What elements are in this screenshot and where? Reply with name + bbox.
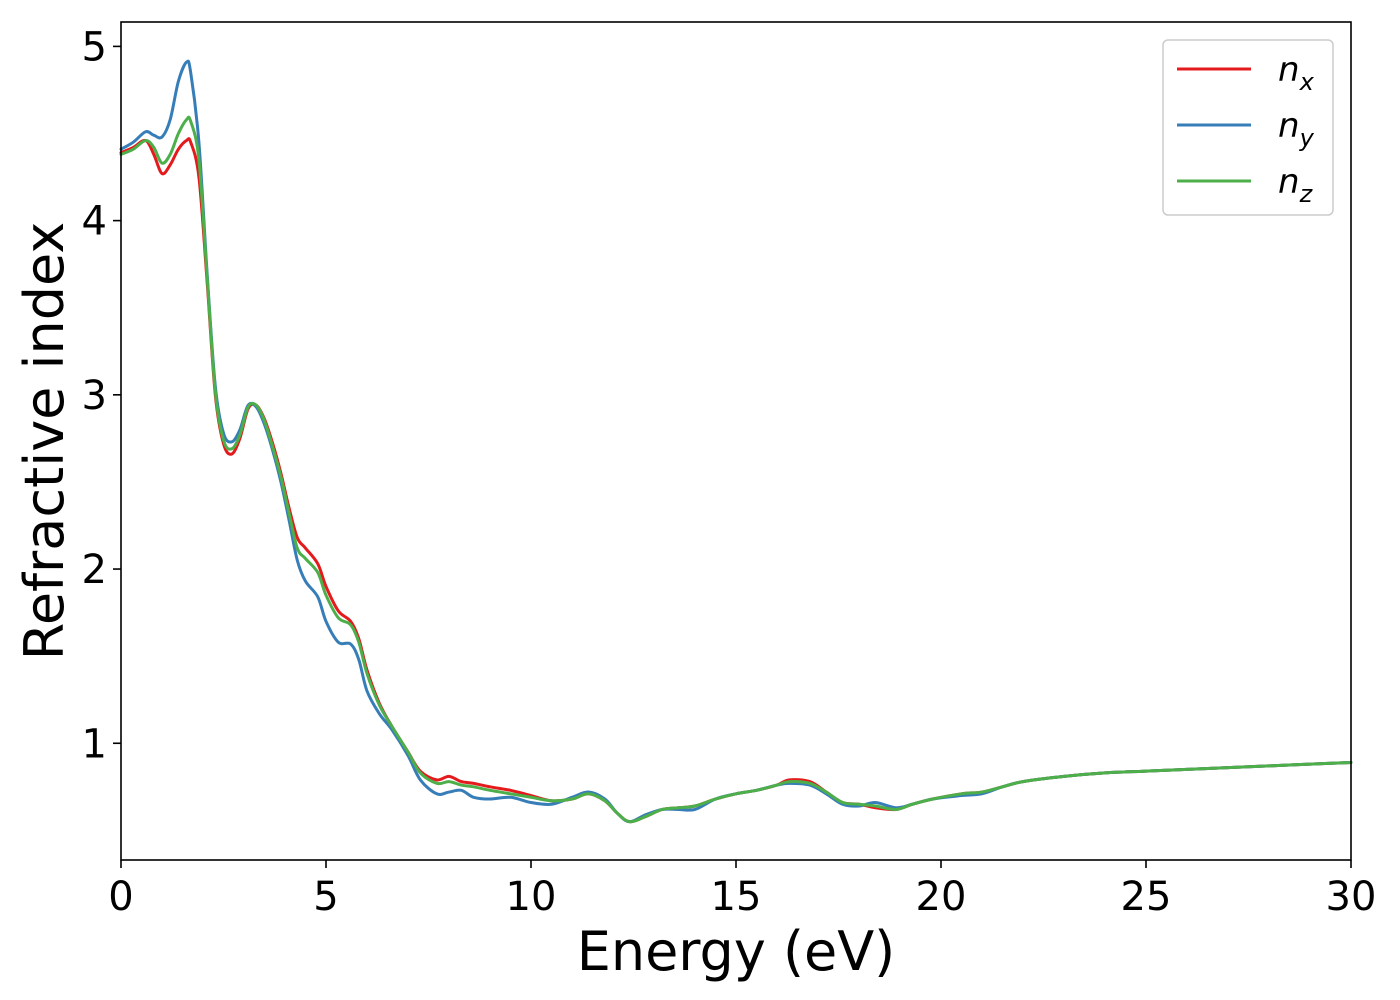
- series-line-z: [119, 115, 1353, 824]
- y-axis-title: Refractive index: [13, 222, 76, 661]
- legend-label-x: nx: [1278, 50, 1315, 96]
- legend-label-sub: x: [1299, 68, 1315, 96]
- series-line-x: [119, 137, 1353, 824]
- legend-box: [1162, 39, 1334, 216]
- x-tick-label: 30: [1326, 874, 1377, 920]
- legend-label-sub: y: [1299, 124, 1315, 152]
- y-tick-label: 3: [82, 373, 107, 419]
- x-tick-label: 20: [916, 874, 967, 920]
- y-tick-label: 1: [82, 721, 107, 767]
- legend-label-base: n: [1278, 50, 1300, 90]
- x-tick-label: 0: [108, 874, 133, 920]
- x-tick-label: 5: [313, 874, 338, 920]
- x-tick-label: 10: [506, 874, 557, 920]
- x-axis-title: Energy (eV): [577, 920, 896, 983]
- legend-label-base: n: [1278, 106, 1300, 146]
- legend-label-sub: z: [1299, 180, 1314, 208]
- legend-label-z: nz: [1278, 162, 1314, 208]
- series-layer: [119, 59, 1353, 824]
- x-tick-label: 15: [711, 874, 762, 920]
- y-tick-label: 5: [82, 24, 107, 70]
- legend-label-base: n: [1278, 162, 1300, 202]
- legend-label-y: ny: [1278, 106, 1315, 152]
- x-axis: 0 5 10 15 20 25 30: [108, 860, 1376, 920]
- y-tick-label: 2: [82, 547, 107, 593]
- y-tick-label: 4: [82, 199, 107, 245]
- y-axis: 1 2 3 4 5: [82, 24, 121, 767]
- x-tick-label: 25: [1121, 874, 1172, 920]
